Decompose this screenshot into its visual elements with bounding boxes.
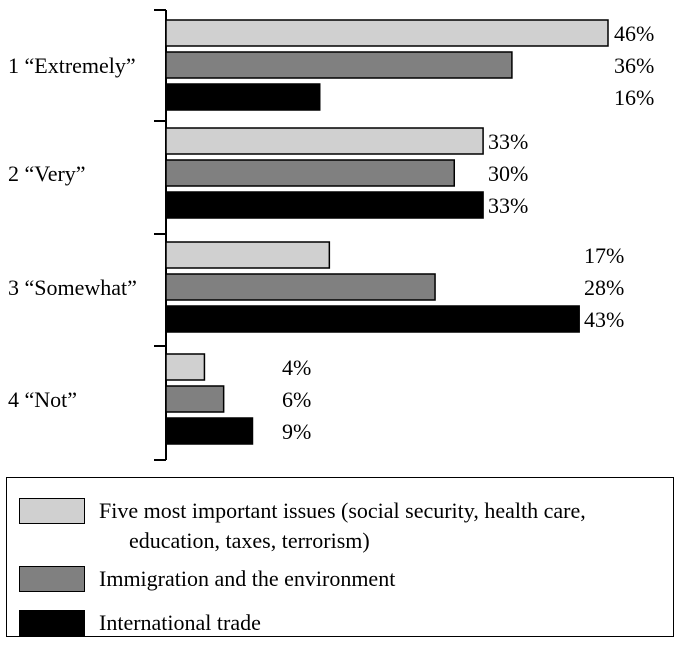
legend-item-immigration: Immigration and the environment xyxy=(19,564,395,594)
value-label: 33% xyxy=(488,193,528,218)
value-label: 43% xyxy=(584,307,624,332)
bar xyxy=(165,127,484,155)
value-label: 36% xyxy=(614,53,654,78)
value-labels: 46% 36% 16% 33% 30% 33% 17% 28% 43% 4% 6% 9% xyxy=(282,21,654,444)
legend-label-trade: International trade xyxy=(99,610,261,635)
value-label: 28% xyxy=(584,275,624,300)
legend-item-five-issues: Five most important issues (social secur… xyxy=(19,496,586,556)
legend-label-five-issues: Five most important issues (social secur… xyxy=(99,496,586,556)
category-label: 4 “Not” xyxy=(8,387,77,412)
bar xyxy=(165,191,484,219)
bar xyxy=(165,417,254,445)
category-axis xyxy=(154,9,167,461)
legend-label-immigration: Immigration and the environment xyxy=(99,566,396,591)
bar xyxy=(165,241,331,269)
value-label: 30% xyxy=(488,161,528,186)
category-label: 2 “Very” xyxy=(8,161,86,186)
bar xyxy=(165,159,456,187)
legend-item-trade: International trade xyxy=(19,608,261,638)
bar xyxy=(165,305,580,333)
category-label: 3 “Somewhat” xyxy=(8,275,137,300)
legend-label-line2: education, taxes, terrorism) xyxy=(129,528,370,553)
value-label: 4% xyxy=(282,355,311,380)
legend-swatch-gray xyxy=(19,566,85,592)
bar xyxy=(165,19,609,47)
value-label: 17% xyxy=(584,243,624,268)
category-labels: 1 “Extremely” 2 “Very” 3 “Somewhat” 4 “Not” xyxy=(8,53,137,412)
value-label: 33% xyxy=(488,129,528,154)
value-label: 9% xyxy=(282,419,311,444)
legend-swatch-black xyxy=(19,610,85,636)
bar xyxy=(165,51,513,79)
bars xyxy=(165,19,609,445)
value-label: 46% xyxy=(614,21,654,46)
legend-swatch-light-gray xyxy=(19,498,85,524)
bar xyxy=(165,273,436,301)
bar xyxy=(165,83,321,111)
bar xyxy=(165,353,206,381)
legend-label-line1: Five most important issues (social secur… xyxy=(99,498,586,523)
legend: Five most important issues (social secur… xyxy=(6,477,674,637)
bar-chart: 1 “Extremely” 2 “Very” 3 “Somewhat” 4 “Not”… xyxy=(8,9,654,461)
category-label: 1 “Extremely” xyxy=(8,53,136,78)
value-label: 6% xyxy=(282,387,311,412)
value-label: 16% xyxy=(614,85,654,110)
bar xyxy=(165,385,225,413)
